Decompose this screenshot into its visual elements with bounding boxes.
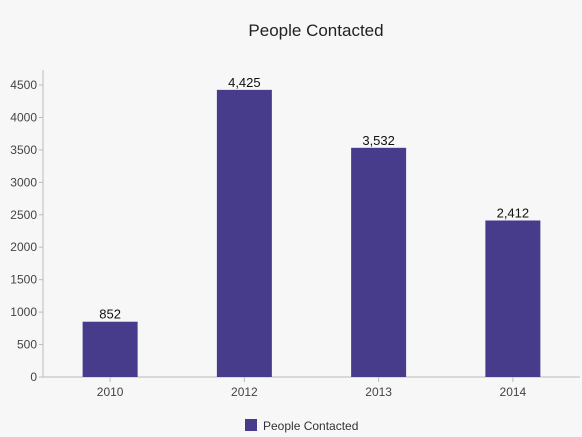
bar-2010[interactable]	[82, 321, 138, 377]
y-tick-label: 3500	[10, 143, 37, 157]
y-tick-label: 1000	[10, 305, 37, 319]
legend-label: People Contacted	[263, 419, 358, 433]
y-tick-label: 3000	[10, 175, 37, 189]
y-axis: 0 500 1000 1500 2000 2500 3000 3500 4000 4500	[10, 70, 44, 384]
x-tick-label-2013: 2013	[365, 385, 392, 399]
y-tick-label: 4000	[10, 110, 37, 124]
bars-group	[82, 89, 541, 377]
bar-2014[interactable]	[485, 220, 541, 377]
chart-title: People Contacted	[248, 21, 383, 40]
y-tick-label: 500	[17, 338, 37, 352]
data-label-2014: 2,412	[497, 205, 530, 220]
legend-swatch	[245, 419, 257, 431]
data-label-2012: 4,425	[228, 75, 261, 90]
data-label-2010: 852	[99, 307, 121, 322]
x-tick-label-2012: 2012	[231, 385, 258, 399]
data-labels-group: 852 4,425 3,532 2,412	[99, 75, 529, 322]
legend: People Contacted	[245, 419, 358, 433]
y-tick-label: 2000	[10, 240, 37, 254]
y-tick-label: 4500	[10, 78, 37, 92]
y-tick-label: 1500	[10, 273, 37, 287]
bar-2013[interactable]	[351, 147, 407, 377]
x-tick-label-2014: 2014	[500, 385, 527, 399]
data-label-2013: 3,532	[362, 133, 395, 148]
y-tick-label: 0	[30, 370, 37, 384]
y-tick-label: 2500	[10, 208, 37, 222]
x-axis: 2010 2012 2013 2014	[43, 376, 580, 399]
x-tick-label-2010: 2010	[97, 385, 124, 399]
bar-2012[interactable]	[216, 89, 272, 377]
